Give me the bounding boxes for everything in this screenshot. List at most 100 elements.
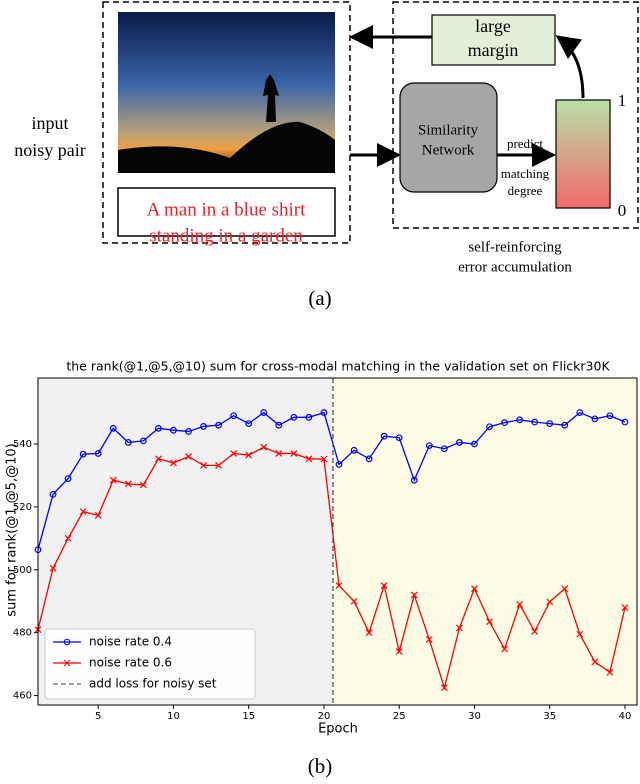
point xyxy=(155,424,162,432)
y-tick-label: 500 xyxy=(13,565,32,576)
point xyxy=(410,476,418,484)
point xyxy=(365,629,373,637)
point xyxy=(275,450,283,457)
point xyxy=(94,450,102,457)
y-tick-label: 480 xyxy=(13,628,32,639)
diagram: A man in a blue shirt standing in a gard… xyxy=(14,1,639,310)
x-tick-label: 25 xyxy=(393,711,406,722)
point xyxy=(245,451,253,459)
legend-label: noise rate 0.4 xyxy=(89,635,172,649)
point xyxy=(350,446,358,454)
point xyxy=(561,421,569,429)
point xyxy=(230,412,238,420)
point xyxy=(154,455,162,463)
point xyxy=(591,415,599,423)
input-box xyxy=(102,1,351,244)
point xyxy=(456,439,463,446)
point xyxy=(486,423,493,431)
point xyxy=(455,624,463,632)
point xyxy=(501,419,508,427)
point xyxy=(410,591,418,599)
network-box xyxy=(399,82,498,193)
point xyxy=(124,439,132,446)
degree-bar xyxy=(555,99,611,209)
point xyxy=(139,481,147,489)
point xyxy=(365,455,373,463)
point xyxy=(49,490,57,498)
caption-text: A man in a blue shirt xyxy=(147,199,307,220)
point xyxy=(170,459,177,467)
point xyxy=(94,511,102,519)
point xyxy=(200,423,207,430)
network-text: Similarity xyxy=(418,122,479,138)
point xyxy=(260,443,268,451)
input-label: noisy pair xyxy=(14,140,86,160)
x-tick-label: 20 xyxy=(318,711,331,722)
point xyxy=(621,418,629,426)
legend-box xyxy=(44,628,256,700)
point xyxy=(185,453,192,461)
y-tick-label: 540 xyxy=(13,439,32,450)
point xyxy=(546,598,554,606)
y-tick-label: 460 xyxy=(13,691,32,702)
point xyxy=(395,434,403,442)
point xyxy=(275,421,283,429)
point xyxy=(79,450,87,458)
point xyxy=(260,409,268,416)
point xyxy=(320,409,328,416)
point xyxy=(49,564,57,572)
x-tick-label: 30 xyxy=(468,711,481,722)
photo-person xyxy=(263,74,279,122)
point xyxy=(290,413,298,421)
point xyxy=(576,630,584,638)
point xyxy=(395,648,403,655)
point xyxy=(109,424,117,432)
margin-box xyxy=(431,14,556,66)
x-tick-label: 10 xyxy=(167,711,180,722)
point xyxy=(170,426,177,434)
x-tick-label: 15 xyxy=(242,711,255,722)
loop-label: self-reinforcing xyxy=(468,239,562,255)
chart: the rank(@1,@5,@10) sum for cross-modal … xyxy=(5,359,638,778)
panel-label: (b) xyxy=(308,754,333,778)
point xyxy=(200,461,207,469)
point xyxy=(215,421,223,429)
predict-text: matching xyxy=(501,166,550,181)
point xyxy=(64,475,72,483)
point xyxy=(335,461,343,468)
caption-text: standing in a garden xyxy=(149,225,303,246)
point xyxy=(79,508,87,516)
arrow xyxy=(555,35,585,99)
x-axis-label: Epoch xyxy=(318,722,358,737)
point xyxy=(440,684,448,692)
point xyxy=(139,437,147,445)
point xyxy=(440,445,448,453)
point xyxy=(591,658,599,666)
legend-label: add loss for noisy set xyxy=(89,677,217,691)
predict-text: predict xyxy=(507,136,543,151)
margin-text: margin xyxy=(468,40,519,60)
point xyxy=(350,597,358,605)
point xyxy=(425,636,433,644)
point xyxy=(320,455,328,463)
point xyxy=(215,461,223,469)
point xyxy=(185,428,192,435)
point xyxy=(546,420,554,427)
point xyxy=(425,442,433,450)
y-axis-label: sum for rank(@1,@5,@10) xyxy=(5,443,20,616)
photo-hills xyxy=(118,121,335,173)
point xyxy=(64,534,72,542)
series-line xyxy=(37,411,626,550)
point xyxy=(380,432,388,440)
input-label: input xyxy=(31,113,68,133)
point xyxy=(486,618,493,626)
legend-marker xyxy=(63,659,71,667)
caption-box xyxy=(117,187,336,237)
point xyxy=(305,455,313,463)
point xyxy=(606,668,614,676)
point xyxy=(561,585,569,593)
point xyxy=(501,645,508,653)
legend-marker xyxy=(63,638,71,646)
point xyxy=(109,476,117,484)
